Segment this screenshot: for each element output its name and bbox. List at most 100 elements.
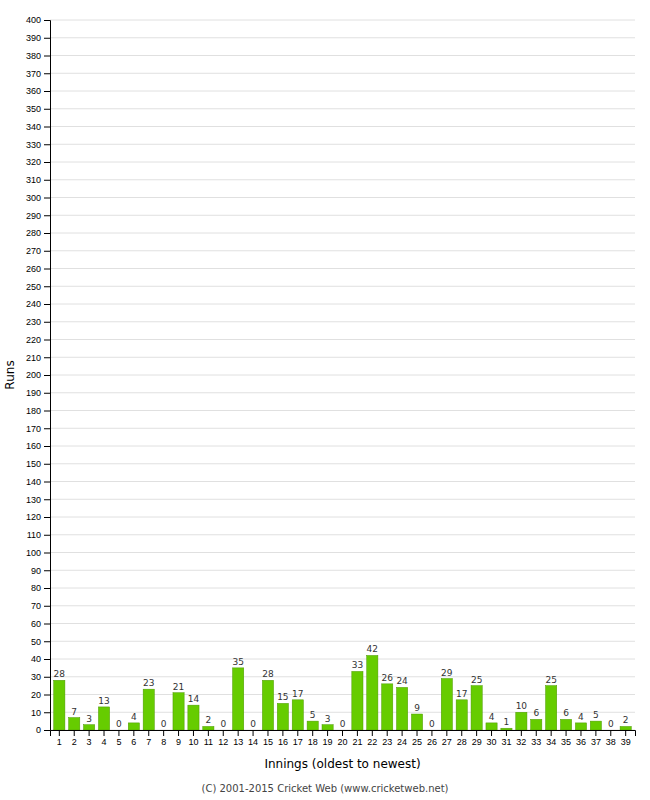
tick-mark	[44, 144, 50, 145]
tick-mark	[44, 127, 50, 128]
tick: 19	[323, 730, 333, 747]
tick: 13	[233, 730, 243, 747]
tick-mark	[59, 730, 60, 736]
data-label: 26	[381, 673, 393, 683]
tick-mark	[44, 606, 50, 607]
tick: 170	[26, 424, 50, 434]
tick-label: 400	[26, 15, 41, 25]
tick: 180	[26, 406, 50, 416]
grid-line	[50, 570, 635, 571]
grid-line	[50, 268, 635, 269]
data-label: 25	[545, 675, 556, 685]
tick: 10	[188, 730, 198, 747]
grid-line	[50, 304, 635, 305]
bar	[173, 693, 184, 730]
chart: 2873130423021142035028151753033422624902…	[0, 0, 650, 800]
tick: 110	[27, 530, 50, 540]
tick-mark	[44, 20, 50, 21]
tick: 90	[31, 566, 50, 576]
grid-line	[50, 339, 635, 340]
grid-line	[50, 534, 635, 535]
bar	[382, 684, 393, 730]
tick-mark	[133, 730, 134, 736]
tick-label: 3	[87, 737, 92, 747]
data-label: 4	[578, 712, 584, 722]
tick-mark	[580, 730, 581, 736]
tick-mark	[521, 730, 522, 736]
tick: 38	[606, 730, 616, 747]
tick-mark	[44, 73, 50, 74]
grid-line	[50, 428, 635, 429]
grid-line	[50, 410, 635, 411]
bar	[560, 719, 571, 730]
data-label: 0	[608, 719, 614, 729]
tick-mark	[44, 56, 50, 57]
tick: 20	[31, 690, 50, 700]
tick-mark	[44, 730, 50, 731]
tick-mark	[44, 677, 50, 678]
tick-mark	[44, 286, 50, 287]
tick-label: 40	[31, 654, 41, 664]
tick-label: 260	[26, 264, 41, 274]
axis-line	[51, 731, 636, 737]
tick-label: 290	[26, 211, 41, 221]
tick-label: 26	[427, 737, 437, 747]
tick: 16	[278, 730, 288, 747]
tick-label: 16	[278, 737, 288, 747]
data-label: 4	[131, 712, 137, 722]
tick-mark	[44, 588, 50, 589]
tick-label: 9	[176, 737, 181, 747]
tick: 10	[31, 708, 50, 718]
data-label: 17	[456, 689, 467, 699]
tick: 50	[31, 637, 50, 647]
tick-mark	[74, 730, 75, 736]
tick-mark	[44, 641, 50, 642]
tick: 37	[591, 730, 601, 747]
tick-label: 330	[26, 140, 41, 150]
tick-mark	[44, 712, 50, 713]
tick-label: 220	[26, 335, 41, 345]
tick-label: 29	[472, 737, 482, 747]
tick-label: 250	[26, 282, 41, 292]
tick: 100	[26, 548, 50, 558]
tick-label: 23	[382, 737, 392, 747]
bar	[143, 689, 154, 730]
data-label: 0	[220, 719, 226, 729]
tick-label: 60	[31, 619, 41, 629]
tick: 15	[263, 730, 273, 747]
tick: 35	[561, 730, 571, 747]
tick-mark	[625, 730, 626, 736]
tick-label: 7	[146, 737, 151, 747]
tick-label: 80	[31, 583, 41, 593]
y-axis: 0102030405060708090100110120130140150160…	[26, 15, 51, 735]
tick: 380	[26, 51, 50, 61]
tick: 8	[161, 730, 166, 747]
grid-line	[50, 108, 635, 109]
data-label: 9	[414, 703, 420, 713]
tick-label: 0	[36, 725, 41, 735]
tick-label: 11	[204, 737, 213, 747]
tick: 390	[26, 33, 50, 43]
grid-line	[50, 588, 635, 589]
tick-label: 350	[26, 104, 41, 114]
tick-mark	[551, 730, 552, 736]
tick-mark	[44, 570, 50, 571]
tick-label: 1	[57, 737, 62, 747]
grid-line	[50, 126, 635, 127]
tick-label: 70	[31, 601, 41, 611]
tick-label: 38	[606, 737, 616, 747]
bar	[277, 703, 288, 730]
data-label: 25	[471, 675, 482, 685]
tick-label: 31	[501, 737, 511, 747]
tick-mark	[208, 730, 209, 736]
tick: 34	[546, 730, 556, 747]
tick-label: 22	[367, 737, 377, 747]
tick-mark	[566, 730, 567, 736]
data-label: 13	[98, 696, 109, 706]
tick-label: 210	[26, 353, 41, 363]
tick: 31	[501, 730, 511, 747]
data-label: 0	[429, 719, 435, 729]
tick-mark	[104, 730, 105, 736]
data-label: 28	[262, 669, 274, 679]
tick: 290	[26, 211, 50, 221]
